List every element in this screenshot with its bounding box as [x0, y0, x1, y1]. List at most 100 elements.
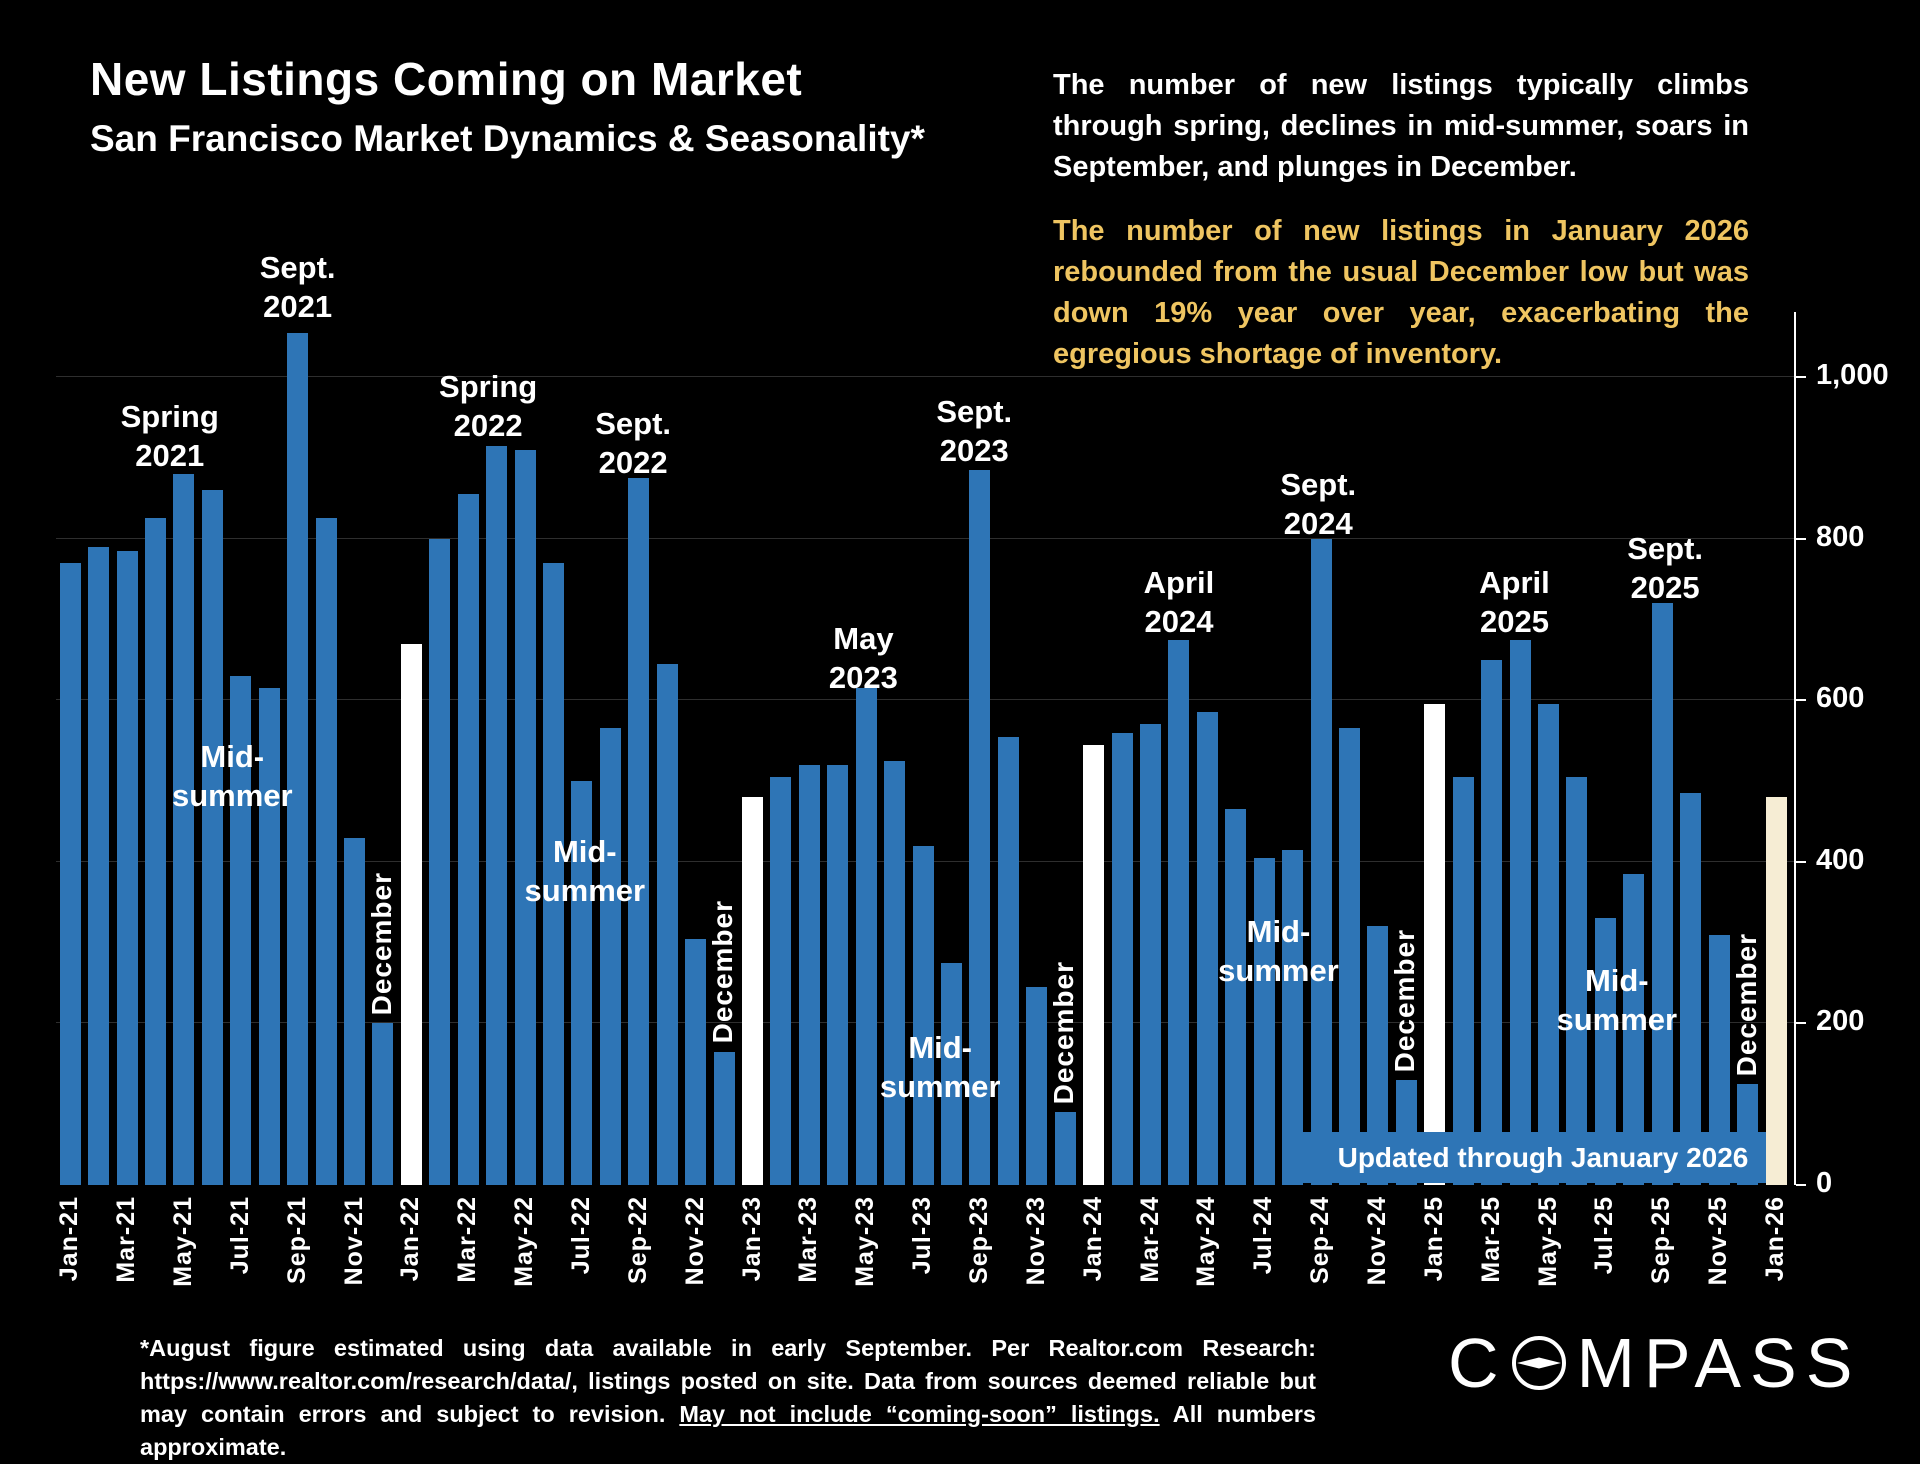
bar-May-23 [855, 688, 877, 1185]
bar-Aug-24 [1282, 849, 1304, 1185]
x-axis-label-May-23: May-23 [851, 1196, 880, 1287]
x-axis-label-Nov-23: Nov-23 [1021, 1196, 1050, 1286]
annotation-mid--summer: Mid-summer [122, 737, 342, 815]
y-axis-tick-800 [1796, 537, 1806, 540]
bar-Oct-21 [315, 518, 337, 1185]
bar-May-25 [1538, 704, 1560, 1185]
december-label-Dec-23: December [1048, 960, 1080, 1105]
x-axis-label-Jul-25: Jul-25 [1590, 1196, 1619, 1275]
annotation-line: 2023 [828, 659, 898, 695]
bar-Nov-23 [1026, 987, 1048, 1185]
x-axis-label-Jul-22: Jul-22 [566, 1196, 595, 1275]
annotation-line: Mid- [552, 833, 617, 869]
x-axis-label-Sep-24: Sep-24 [1306, 1196, 1335, 1284]
x-axis-label-May-21: May-21 [168, 1196, 197, 1287]
annotation-may-2023: May 2023 [753, 619, 973, 697]
bar-Jan-23 [742, 797, 764, 1185]
y-axis-label-600: 600 [1816, 682, 1865, 715]
bar-Mar-24 [1140, 724, 1162, 1185]
december-label-Dec-25: December [1730, 932, 1762, 1076]
annotation-line: Spring [439, 369, 538, 405]
bar-Apr-21 [144, 518, 166, 1185]
x-axis-label-Nov-25: Nov-25 [1704, 1196, 1733, 1286]
bar-Dec-23 [1054, 1112, 1076, 1185]
bar-Sep-24 [1310, 538, 1332, 1185]
bar-Feb-25 [1452, 776, 1474, 1185]
x-axis-label-May-22: May-22 [510, 1196, 539, 1287]
bar-chart-plot: December December December December December… [56, 250, 1796, 1185]
x-axis-label-Jan-25: Jan-25 [1419, 1196, 1448, 1282]
annotation-mid--summer: Mid-summer [1168, 912, 1388, 990]
bar-Oct-24 [1339, 728, 1361, 1185]
annotation-line: Spring [120, 399, 219, 435]
x-axis-label-May-24: May-24 [1192, 1196, 1221, 1287]
x-axis-label-Mar-24: Mar-24 [1135, 1196, 1164, 1283]
bar-Sep-22 [628, 478, 650, 1185]
bar-May-22 [514, 449, 536, 1185]
x-axis-label-Sep-21: Sep-21 [282, 1196, 311, 1284]
x-axis-label-Mar-23: Mar-23 [794, 1196, 823, 1283]
footnote-underlined: May not include “coming-soon” listings. [679, 1400, 1160, 1427]
annotation-line: summer [1218, 952, 1339, 988]
x-axis-label-Mar-22: Mar-22 [453, 1196, 482, 1283]
compass-logo-text-c: C [1448, 1324, 1508, 1402]
annotation-line: April [1479, 564, 1550, 600]
annotation-line: 2025 [1630, 569, 1700, 605]
x-axis-label-Nov-22: Nov-22 [680, 1196, 709, 1286]
bar-Aug-21 [258, 688, 280, 1185]
x-axis-label-May-25: May-25 [1533, 1196, 1562, 1287]
bar-Aug-23 [941, 962, 963, 1185]
bar-Feb-21 [88, 546, 110, 1185]
x-axis-label-Jan-24: Jan-24 [1078, 1196, 1107, 1282]
compass-o-icon [1511, 1336, 1566, 1390]
annotation-spring-2021: Spring 2021 [60, 397, 280, 475]
x-axis-label-Sep-25: Sep-25 [1647, 1196, 1676, 1284]
bar-Jul-24 [1253, 857, 1275, 1185]
annotation-line: 2022 [598, 445, 668, 481]
bar-Oct-22 [656, 663, 678, 1185]
bar-Jun-24 [1225, 809, 1247, 1185]
bar-Feb-22 [429, 538, 451, 1185]
annotation-line: 2021 [135, 438, 205, 474]
annotation-spring-2022: Spring 2022 [378, 367, 598, 445]
y-axis-tick-1000 [1796, 376, 1806, 378]
y-axis-label-400: 400 [1816, 843, 1865, 876]
bar-Nov-21 [344, 837, 365, 1185]
bar-Dec-21 [372, 1023, 394, 1185]
bar-Jan-21 [59, 562, 81, 1185]
annotation-mid--summer: Mid-summer [830, 1028, 1050, 1106]
bar-Aug-22 [599, 728, 621, 1185]
y-axis-tick-0 [1796, 1184, 1806, 1186]
x-axis-label-Nov-21: Nov-21 [339, 1196, 368, 1286]
annotation-sept.-2022: Sept. 2022 [523, 404, 743, 482]
gridline-1000 [56, 376, 1796, 377]
bar-Jan-26 [1765, 797, 1787, 1185]
footnote-text-1: *August figure estimated using data avai… [140, 1334, 1316, 1427]
annotation-line: Mid- [1246, 913, 1311, 949]
annotation-mid--summer: Mid-summer [475, 832, 695, 910]
bar-Sep-25 [1651, 603, 1673, 1185]
bar-Mar-22 [457, 494, 479, 1185]
bar-Oct-23 [997, 736, 1019, 1185]
bar-Mar-21 [116, 550, 138, 1185]
annotation-line: Sept. [1280, 467, 1357, 503]
annotation-april-2024: April 2024 [1069, 563, 1289, 641]
bar-Jun-23 [884, 760, 906, 1185]
annotation-line: summer [171, 777, 293, 813]
annotation-sept.-2023: Sept. 2023 [864, 392, 1084, 470]
bar-Jul-23 [912, 845, 934, 1185]
december-label-Dec-21: December [365, 872, 397, 1016]
bar-Nov-24 [1367, 926, 1389, 1185]
bar-Jul-21 [230, 675, 252, 1185]
annotation-line: 2022 [453, 408, 523, 444]
x-axis-label-Jan-22: Jan-22 [396, 1196, 425, 1282]
bar-Apr-22 [486, 445, 508, 1185]
annotation-line: 2024 [1283, 506, 1353, 542]
y-axis-label-0: 0 [1816, 1167, 1833, 1199]
y-axis-label-1000: 1,000 [1816, 359, 1889, 391]
bar-May-21 [173, 473, 195, 1185]
bar-Apr-25 [1509, 639, 1531, 1185]
bar-Nov-22 [685, 938, 707, 1185]
bar-Jul-22 [571, 781, 593, 1185]
annotation-mid--summer: Mid-summer [1507, 961, 1727, 1039]
